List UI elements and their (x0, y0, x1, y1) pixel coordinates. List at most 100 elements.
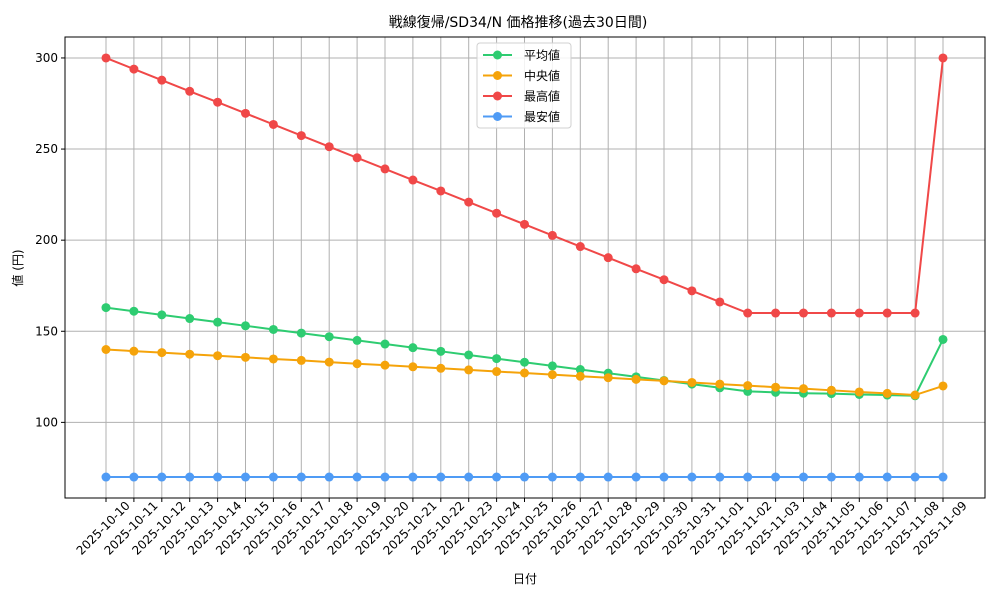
data-point (799, 384, 808, 394)
data-point (492, 208, 502, 218)
data-point (492, 354, 502, 364)
data-point (547, 361, 557, 371)
data-point (575, 365, 585, 375)
data-point (547, 230, 557, 240)
legend-label: 中央値 (524, 68, 560, 83)
data-point (241, 108, 250, 118)
data-point (101, 53, 111, 63)
data-point (882, 308, 892, 318)
data-point (185, 86, 195, 96)
data-point (268, 472, 278, 482)
series-最高値 (101, 53, 948, 318)
legend-marker-icon (493, 112, 502, 121)
data-point (324, 332, 334, 342)
data-point (157, 75, 167, 85)
legend-label: 最安値 (524, 109, 560, 124)
data-point (380, 472, 390, 482)
data-point (492, 472, 502, 482)
data-point (938, 472, 948, 482)
data-point (185, 349, 195, 359)
data-point (603, 472, 613, 482)
data-point (436, 186, 446, 196)
data-point (101, 344, 111, 354)
data-point (771, 308, 781, 318)
data-point (854, 387, 864, 397)
data-point (882, 388, 892, 398)
data-point (631, 264, 641, 274)
data-point (659, 376, 669, 386)
data-point (408, 175, 418, 185)
data-point (408, 343, 418, 353)
legend-marker-icon (493, 91, 502, 101)
data-point (380, 339, 390, 349)
data-point (575, 472, 585, 482)
series-中央値 (101, 344, 948, 400)
data-point (268, 324, 278, 334)
y-axis-label: 値 (円) (10, 249, 25, 286)
data-point (213, 317, 223, 327)
data-point (826, 385, 836, 395)
data-point (129, 64, 139, 74)
data-point (129, 472, 139, 482)
data-point (826, 308, 836, 318)
data-point (464, 350, 474, 360)
data-point (380, 164, 390, 174)
data-point (882, 472, 892, 482)
data-point (324, 472, 334, 482)
data-point (715, 297, 725, 307)
data-point (324, 357, 334, 367)
data-point (743, 381, 753, 391)
data-point (213, 97, 223, 107)
data-point (436, 346, 446, 356)
data-point (352, 335, 362, 345)
data-point (575, 242, 585, 252)
data-point (464, 197, 474, 207)
y-tick-label: 100 (35, 415, 58, 429)
data-point (631, 374, 641, 384)
data-point (464, 472, 474, 482)
data-point (938, 381, 948, 391)
data-point (771, 472, 781, 482)
data-point (185, 314, 195, 324)
data-point (408, 362, 418, 372)
data-point (799, 308, 808, 318)
data-point (687, 377, 697, 387)
data-point (241, 352, 250, 362)
legend-marker-icon (493, 71, 502, 80)
data-point (464, 365, 474, 375)
data-point (910, 308, 920, 318)
data-point (799, 472, 808, 482)
data-point (854, 308, 864, 318)
data-point (575, 371, 585, 381)
data-point (324, 142, 334, 152)
data-point (436, 363, 446, 373)
legend-box (476, 42, 572, 129)
data-point (408, 472, 418, 482)
data-point (715, 472, 725, 482)
data-point (296, 328, 306, 338)
data-point (910, 472, 920, 482)
x-axis-ticks: 2025-10-102025-10-112025-10-122025-10-13… (74, 498, 970, 558)
data-point (687, 286, 697, 296)
data-point (854, 472, 864, 482)
data-point (520, 357, 529, 367)
data-point (352, 472, 362, 482)
legend-label: 平均値 (524, 48, 560, 63)
data-point (101, 472, 111, 482)
data-point (715, 379, 725, 389)
y-tick-label: 200 (35, 233, 58, 247)
data-point (157, 348, 167, 358)
data-point (296, 355, 306, 365)
data-point (687, 472, 697, 482)
legend-marker-icon (493, 50, 502, 60)
data-point (938, 334, 948, 344)
data-point (241, 321, 250, 331)
data-point (547, 472, 557, 482)
data-point (296, 472, 306, 482)
data-point (241, 472, 250, 482)
y-tick-label: 300 (35, 51, 58, 65)
x-axis-label: 日付 (513, 572, 537, 586)
y-tick-label: 250 (35, 142, 58, 156)
data-point (659, 472, 669, 482)
